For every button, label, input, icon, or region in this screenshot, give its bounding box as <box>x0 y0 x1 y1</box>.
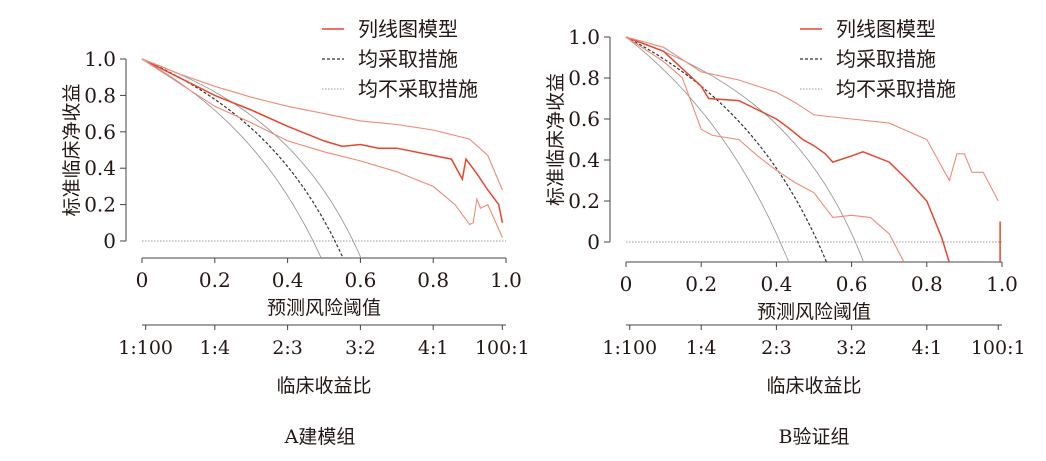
model-line <box>141 58 504 223</box>
model-ci-line <box>625 36 905 262</box>
x-tick-label: 1.0 <box>986 272 1018 296</box>
x-axis-label: 预测风险阈值 <box>757 301 871 323</box>
legend-label: 均不采取措施 <box>358 77 478 101</box>
ratio-tick-label: 4:1 <box>912 337 943 359</box>
plot-area <box>625 36 1002 262</box>
ratio-tick-label: 3:2 <box>345 337 376 359</box>
ratio-tick-label: 1:4 <box>200 337 231 359</box>
ratio-axis-label: 临床收益比 <box>276 375 371 397</box>
ratio-tick-label: 100:1 <box>475 337 530 359</box>
treat-all-line <box>141 58 344 258</box>
panel-b: 0 0.2 0.4 0.6 0.8 1.0 标准临床净收益 0 0.2 0.4 0.6 0.8 1.0 预… <box>545 17 1026 448</box>
x-axis-label: 预测风险阈值 <box>267 297 381 319</box>
ratio-tick-label: 2:3 <box>761 337 792 359</box>
x-tick-label: 1.0 <box>490 268 522 292</box>
x-tick-label: 0.2 <box>199 268 231 292</box>
ratio-tick-label: 3:2 <box>836 337 867 359</box>
x-tick-label: 0.6 <box>344 268 376 292</box>
x-tick-label: 0.2 <box>685 272 717 296</box>
treat-all-ci-lower <box>625 36 790 262</box>
y-tick-label: 0.8 <box>568 66 600 90</box>
ratio-axis-label: 临床收益比 <box>766 375 861 397</box>
y-tick-label: 0 <box>587 230 600 254</box>
y-tick-label: 0.4 <box>84 156 116 180</box>
y-tick-label: 0.4 <box>568 148 600 172</box>
x-tick-label: 0.8 <box>911 272 943 296</box>
y-axis-label: 标准临床净收益 <box>61 83 83 216</box>
treat-all-ci-upper <box>625 36 865 262</box>
ratio-tick-label: 1:100 <box>118 337 173 359</box>
y-tick-label: 1.0 <box>84 47 116 71</box>
y-tick-label: 0.6 <box>568 107 600 131</box>
panel-caption: B验证组 <box>779 426 850 448</box>
y-tick-label: 0.2 <box>568 189 600 213</box>
x-tick-label: 0.4 <box>760 272 792 296</box>
legend-label: 列线图模型 <box>836 17 936 41</box>
x-tick-label: 0 <box>136 268 149 292</box>
model-ci-line <box>141 58 503 191</box>
treat-all-line <box>625 36 828 262</box>
x-tick-label: 0.8 <box>417 268 449 292</box>
y-tick-label: 1.0 <box>568 25 600 49</box>
legend-label: 均采取措施 <box>358 47 458 71</box>
y-tick-label: 0.8 <box>84 83 116 107</box>
panel-caption: A建模组 <box>284 426 356 448</box>
model-ci-line <box>141 58 503 238</box>
x-tick-label: 0.4 <box>272 268 304 292</box>
y-axis-label: 标准临床净收益 <box>545 73 567 206</box>
legend-label: 均不采取措施 <box>836 77 956 101</box>
y-tick-label: 0 <box>103 229 116 253</box>
ratio-tick-label: 100:1 <box>971 337 1026 359</box>
legend-label: 列线图模型 <box>358 17 458 41</box>
ratio-tick-label: 1:100 <box>602 337 657 359</box>
model-ci-line <box>625 36 999 202</box>
y-tick-label: 0.6 <box>84 120 116 144</box>
ratio-tick-label: 2:3 <box>272 337 303 359</box>
ratio-tick-label: 1:4 <box>686 337 717 359</box>
x-tick-label: 0.6 <box>836 272 868 296</box>
legend-label: 均采取措施 <box>836 47 936 71</box>
ratio-tick-label: 4:1 <box>418 337 449 359</box>
y-tick-label: 0.2 <box>84 193 116 217</box>
treat-all-ci-lower <box>141 58 322 258</box>
plot-area <box>141 58 506 258</box>
model-line <box>625 36 951 262</box>
x-tick-label: 0 <box>620 272 633 296</box>
